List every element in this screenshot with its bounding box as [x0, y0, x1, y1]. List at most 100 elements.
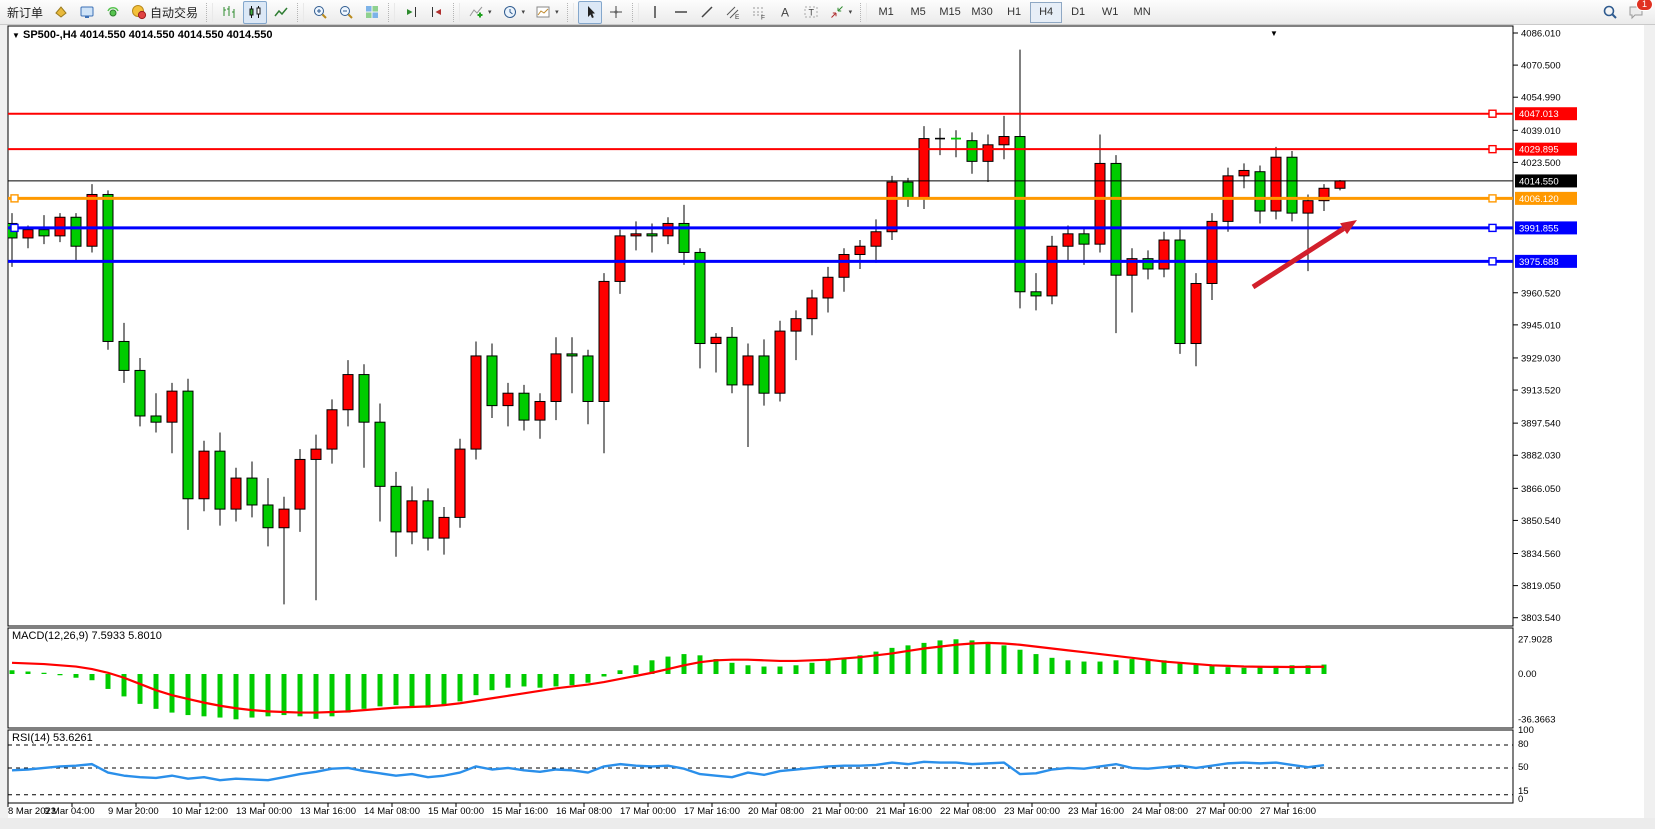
- macd-scale-label: 27.9028: [1518, 634, 1552, 645]
- macd-histogram-bar: [745, 665, 751, 674]
- templates-button[interactable]: ▾: [531, 1, 563, 24]
- timeframe-h4-button[interactable]: H4: [1030, 1, 1063, 23]
- toolbar-separator: [453, 2, 461, 22]
- bottom-edge: [0, 818, 1655, 829]
- time-axis-label: 21 Mar 16:00: [876, 806, 932, 817]
- time-axis-label: 15 Mar 16:00: [492, 806, 548, 817]
- macd-histogram-bar: [1129, 659, 1135, 674]
- rsi-panel[interactable]: [7, 729, 1514, 804]
- candle-body: [1190, 282, 1202, 345]
- horizontal-line-button[interactable]: [669, 1, 693, 24]
- chevron-down-icon[interactable]: ▾: [555, 9, 559, 16]
- resistance-line-1-right-handle[interactable]: [1488, 109, 1497, 118]
- support-line-1-right-handle[interactable]: [1488, 223, 1497, 233]
- chevron-down-icon[interactable]: ▾: [488, 9, 492, 16]
- time-axis-label: 14 Mar 08:00: [364, 806, 420, 817]
- template-icon: [536, 6, 550, 18]
- search-button[interactable]: [1598, 1, 1622, 24]
- indicators-button[interactable]: ▾: [464, 1, 496, 24]
- candle-body: [566, 353, 578, 357]
- timeframe-w1-button[interactable]: W1: [1101, 6, 1119, 18]
- vertical-line-button[interactable]: [643, 1, 667, 24]
- pivot-line-left-handle[interactable]: [10, 194, 19, 203]
- zoom-out-button[interactable]: [334, 1, 358, 24]
- chevron-down-icon[interactable]: ▾: [521, 9, 526, 16]
- candle-body: [694, 251, 706, 345]
- cursor-icon: [587, 6, 595, 18]
- macd-histogram-bar: [825, 660, 831, 674]
- macd-histogram-bar: [905, 645, 911, 674]
- signals-button[interactable]: [101, 1, 125, 24]
- trendline-button[interactable]: [695, 1, 719, 24]
- macd-histogram-bar: [761, 666, 767, 674]
- macd-histogram-bar: [537, 674, 543, 688]
- timeframe-m1-button[interactable]: M1: [878, 6, 894, 18]
- chartshift-icon: [432, 7, 442, 17]
- macd-histogram-bar: [681, 654, 687, 674]
- candle-body: [102, 193, 114, 342]
- support-line-1-left-handle[interactable]: [10, 223, 19, 233]
- timeframe-d1-button[interactable]: D1: [1071, 6, 1086, 18]
- macd-histogram-bar: [1017, 649, 1023, 674]
- chart-shift-button[interactable]: [425, 1, 449, 24]
- macd-histogram-bar: [585, 674, 591, 683]
- macd-histogram-bar: [1065, 660, 1071, 674]
- macd-histogram-bar: [505, 674, 511, 688]
- cursor-button[interactable]: [577, 0, 602, 24]
- candlestick-button[interactable]: [243, 0, 268, 24]
- time-axis-label: 20 Mar 08:00: [748, 806, 804, 817]
- candle-body: [70, 216, 82, 247]
- macd-scale-label: -36.3663: [1518, 714, 1556, 725]
- candle-body: [38, 229, 50, 237]
- fibonacci-button[interactable]: F: [747, 1, 771, 24]
- chevron-down-icon[interactable]: ▾: [848, 9, 853, 16]
- price-tick-label: 4039.010: [1521, 126, 1561, 137]
- styler-button[interactable]: [49, 1, 73, 24]
- timeframe-h1-button[interactable]: H1: [1007, 6, 1022, 18]
- macd-histogram-bar: [665, 656, 671, 674]
- timeframe-m15-button[interactable]: M15: [939, 6, 961, 18]
- main-chart-panel[interactable]: [7, 25, 1514, 627]
- zoom-in-button[interactable]: [308, 1, 332, 24]
- line-chart-button[interactable]: [269, 1, 293, 24]
- equidistant-channel-button[interactable]: E: [721, 1, 745, 24]
- bar-chart-button[interactable]: [217, 1, 241, 24]
- macd-histogram-bar: [921, 642, 927, 674]
- macd-histogram-bar: [873, 651, 879, 674]
- label-button[interactable]: T: [799, 1, 823, 24]
- new-order-button[interactable]: 新订单: [3, 1, 47, 24]
- autotrading-button[interactable]: 自动交易: [127, 1, 202, 24]
- tile-windows-button[interactable]: [360, 1, 384, 24]
- collapse-triangle-icon[interactable]: ▼: [12, 31, 20, 40]
- zoom-in-icon: [314, 6, 327, 19]
- candle-body: [262, 504, 274, 529]
- macd-histogram-bar: [713, 659, 719, 674]
- macd-histogram-bar: [649, 660, 655, 674]
- crosshair-button[interactable]: [604, 1, 628, 24]
- resistance-line-2-right-handle[interactable]: [1488, 144, 1497, 154]
- pivot-line-right-handle[interactable]: [1488, 194, 1497, 203]
- timeframe-m30-button[interactable]: M30: [971, 6, 993, 18]
- candle-body: [214, 450, 226, 510]
- macd-histogram-bar: [185, 674, 191, 716]
- macd-panel[interactable]: [7, 627, 1514, 729]
- candle-body: [1334, 180, 1346, 189]
- notifications-button[interactable]: 1: [1624, 0, 1653, 24]
- signal-icon: [107, 7, 119, 17]
- candle-body: [310, 448, 322, 460]
- support-line-2-right-handle[interactable]: [1488, 257, 1497, 266]
- macd-histogram-bar: [1257, 666, 1263, 674]
- trend-arrow-annotation[interactable]: [1251, 226, 1345, 290]
- timeframe-mn-button[interactable]: MN: [1133, 6, 1151, 18]
- time-axis-label: 22 Mar 08:00: [940, 806, 996, 817]
- periods-button[interactable]: ▾: [498, 1, 530, 24]
- candle-body: [550, 353, 562, 402]
- text-button[interactable]: A: [773, 1, 797, 24]
- timeframe-m5-button[interactable]: M5: [910, 6, 926, 18]
- charts-button[interactable]: [75, 1, 99, 24]
- auto-scroll-button[interactable]: [399, 1, 423, 24]
- macd-histogram-bar: [377, 674, 383, 707]
- right-edge: [1644, 25, 1655, 818]
- arrows-button[interactable]: ▾: [825, 1, 857, 24]
